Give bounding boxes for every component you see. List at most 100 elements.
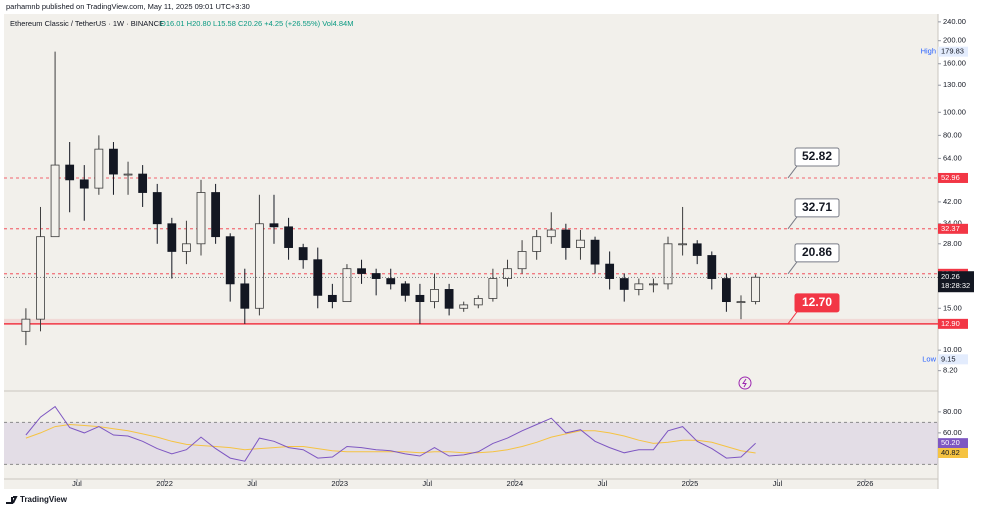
rsi-last-box	[938, 438, 968, 449]
candle-body	[123, 173, 133, 176]
candle-body	[444, 289, 454, 309]
candle-body	[605, 263, 615, 279]
candle-body	[517, 251, 527, 270]
y-tick-label: 64.00	[943, 153, 962, 162]
footer-brand: TradingView	[20, 495, 68, 504]
y-tick-label: 240.00	[943, 17, 966, 26]
y-tick-label: 8.20	[943, 366, 958, 375]
candle-body	[342, 268, 352, 303]
callout-pointer	[787, 261, 798, 275]
level-label: 52.96	[941, 173, 960, 182]
x-tick-label: Jul	[773, 479, 783, 488]
candle-body	[109, 148, 118, 175]
candle-body	[488, 278, 498, 299]
candle-body	[65, 164, 75, 181]
candle-body	[546, 229, 556, 238]
footer-logo	[6, 496, 18, 504]
candle-body	[721, 278, 731, 303]
y-tick-label: 80.00	[943, 130, 962, 139]
candle-body	[415, 294, 425, 303]
candle-body	[313, 259, 323, 296]
candle-body	[167, 223, 177, 252]
candle-body	[152, 192, 162, 225]
x-tick-label: Jul	[598, 479, 608, 488]
callout-pointer	[787, 165, 798, 179]
candle-body	[138, 173, 148, 193]
candle-body	[751, 276, 760, 302]
x-tick-label: Jul	[422, 479, 432, 488]
y-tick-label: 160.00	[943, 59, 966, 68]
candle-body	[678, 243, 688, 246]
candle-body	[619, 278, 629, 290]
callout-label: 52.82	[802, 149, 832, 163]
level-box	[938, 318, 968, 329]
y-tick-label: 15.00	[943, 303, 962, 312]
candle-body	[298, 247, 308, 261]
plot-area	[4, 14, 938, 489]
candle-body	[532, 236, 542, 252]
rsi-last-label: 50.20	[941, 438, 960, 447]
rsi-tick-label: 60.00	[943, 428, 962, 437]
last-price-box	[938, 271, 974, 293]
x-tick-label: Jul	[72, 479, 82, 488]
callout-box	[794, 198, 840, 218]
callout-label: 32.71	[802, 200, 832, 214]
candle-body	[284, 226, 293, 248]
candle-body	[707, 255, 717, 279]
candle-body	[225, 236, 235, 285]
candle-body	[50, 164, 60, 238]
candle-body	[430, 289, 439, 303]
callout-label: 12.70	[802, 295, 832, 309]
callout-pointer	[787, 311, 798, 325]
y-tick-label: 200.00	[943, 36, 966, 45]
callout-label: 20.86	[802, 245, 832, 259]
candle-body	[240, 283, 250, 309]
level-box	[938, 223, 968, 234]
candle-body	[576, 239, 585, 248]
candle-body	[503, 268, 512, 279]
high-marker-box	[938, 46, 968, 57]
low-marker-box	[938, 354, 968, 365]
rsi-ma-line	[25, 423, 756, 454]
ohlc-legend: O16.01 H20.80 L15.58 C20.26 +4.25 (+26.5…	[160, 19, 353, 28]
candle-body	[269, 223, 279, 228]
candle-body	[459, 304, 469, 309]
candle-body	[649, 283, 658, 286]
level-zone	[4, 318, 938, 324]
y-tick-label: 28.00	[943, 239, 962, 248]
x-tick-label: 2022	[156, 479, 173, 488]
rsi-band-fill	[4, 422, 938, 465]
symbol-title: Ethereum Classic / TetherUS · 1W · BINAN…	[10, 19, 164, 28]
x-tick-label: 2023	[331, 479, 348, 488]
candle-body	[357, 268, 366, 274]
candle-body	[94, 148, 104, 189]
candle-body	[634, 283, 644, 290]
callout-box	[794, 147, 840, 167]
y-tick-label: 100.00	[943, 107, 966, 116]
candle-body	[663, 243, 673, 285]
candle-body	[371, 273, 381, 279]
level-label: 12.90	[941, 319, 960, 328]
candle-body	[400, 283, 410, 296]
candle-body	[561, 229, 571, 248]
x-tick-label: 2024	[506, 479, 523, 488]
candle-body	[36, 236, 45, 320]
y-tick-label: 130.00	[943, 80, 966, 89]
low-marker-value: 9.15	[941, 354, 956, 363]
candle-body	[211, 192, 221, 238]
rsi-line	[25, 405, 756, 462]
y-tick-label: 42.00	[943, 197, 962, 206]
candle-body	[736, 301, 746, 304]
rsi-tick-label: 80.00	[943, 407, 962, 416]
rsi-last-box	[938, 448, 968, 459]
low-marker-name: Low	[922, 354, 936, 363]
high-marker-value: 179.83	[941, 47, 964, 56]
candle-body	[196, 192, 206, 245]
callout-box	[794, 293, 840, 313]
event-icon	[738, 376, 752, 390]
y-tick-label: 10.00	[943, 345, 962, 354]
candle-body	[692, 243, 702, 256]
x-tick-label: Jul	[247, 479, 257, 488]
level-label: 32.37	[941, 224, 960, 233]
